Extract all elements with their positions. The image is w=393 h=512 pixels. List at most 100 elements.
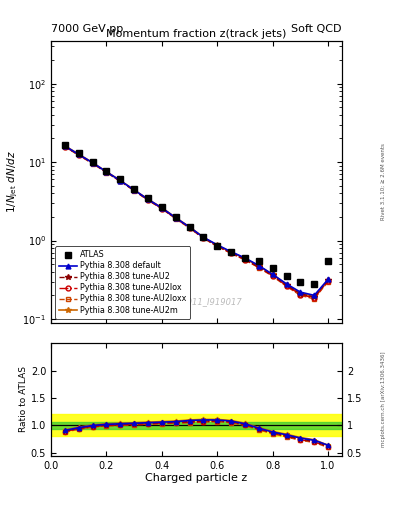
Pythia 8.308 default bbox=[90, 160, 95, 166]
Y-axis label: Ratio to ATLAS: Ratio to ATLAS bbox=[19, 367, 28, 432]
Text: Soft QCD: Soft QCD bbox=[292, 24, 342, 34]
Pythia 8.308 tune-AU2m bbox=[201, 234, 206, 240]
Pythia 8.308 tune-AU2 bbox=[90, 160, 95, 166]
Pythia 8.308 tune-AU2lox bbox=[62, 144, 67, 150]
Pythia 8.308 default bbox=[284, 281, 289, 287]
ATLAS bbox=[146, 195, 151, 201]
Pythia 8.308 tune-AU2m bbox=[76, 151, 81, 157]
Pythia 8.308 tune-AU2m bbox=[160, 205, 164, 211]
Pythia 8.308 default bbox=[215, 242, 220, 248]
Pythia 8.308 tune-AU2lox bbox=[160, 205, 164, 211]
Pythia 8.308 tune-AU2 bbox=[215, 243, 220, 249]
ATLAS bbox=[312, 281, 317, 287]
ATLAS bbox=[104, 167, 109, 174]
Pythia 8.308 tune-AU2lox bbox=[284, 283, 289, 289]
Pythia 8.308 default bbox=[270, 271, 275, 278]
Pythia 8.308 tune-AU2loxx bbox=[160, 206, 164, 212]
Legend: ATLAS, Pythia 8.308 default, Pythia 8.308 tune-AU2, Pythia 8.308 tune-AU2lox, Py: ATLAS, Pythia 8.308 default, Pythia 8.30… bbox=[55, 246, 191, 318]
Pythia 8.308 tune-AU2m bbox=[229, 249, 233, 255]
Pythia 8.308 tune-AU2 bbox=[62, 143, 67, 150]
Line: ATLAS: ATLAS bbox=[62, 142, 331, 287]
Pythia 8.308 tune-AU2loxx bbox=[104, 169, 109, 176]
Pythia 8.308 tune-AU2loxx bbox=[312, 296, 317, 302]
Pythia 8.308 default bbox=[312, 292, 317, 298]
Pythia 8.308 tune-AU2m bbox=[104, 168, 109, 175]
Line: Pythia 8.308 tune-AU2m: Pythia 8.308 tune-AU2m bbox=[62, 143, 331, 299]
Pythia 8.308 tune-AU2loxx bbox=[284, 283, 289, 289]
Line: Pythia 8.308 tune-AU2lox: Pythia 8.308 tune-AU2lox bbox=[62, 144, 331, 301]
Pythia 8.308 tune-AU2lox bbox=[118, 178, 123, 184]
Pythia 8.308 tune-AU2lox bbox=[132, 187, 136, 194]
Pythia 8.308 tune-AU2m bbox=[242, 255, 247, 262]
Pythia 8.308 default bbox=[160, 205, 164, 211]
Pythia 8.308 tune-AU2lox bbox=[298, 291, 303, 297]
ATLAS bbox=[284, 273, 289, 280]
ATLAS bbox=[187, 224, 192, 230]
Pythia 8.308 tune-AU2m bbox=[118, 178, 123, 184]
Pythia 8.308 tune-AU2 bbox=[160, 205, 164, 211]
Pythia 8.308 tune-AU2loxx bbox=[187, 225, 192, 231]
Pythia 8.308 tune-AU2lox bbox=[312, 295, 317, 301]
Pythia 8.308 default bbox=[229, 249, 233, 255]
Pythia 8.308 tune-AU2loxx bbox=[257, 265, 261, 271]
Pythia 8.308 tune-AU2m bbox=[298, 291, 303, 297]
Pythia 8.308 default bbox=[242, 255, 247, 261]
Pythia 8.308 default bbox=[187, 224, 192, 230]
Pythia 8.308 tune-AU2m bbox=[62, 143, 67, 149]
Pythia 8.308 default bbox=[298, 289, 303, 295]
Pythia 8.308 tune-AU2lox bbox=[257, 264, 261, 270]
Pythia 8.308 tune-AU2 bbox=[257, 264, 261, 270]
Pythia 8.308 tune-AU2 bbox=[201, 235, 206, 241]
Pythia 8.308 tune-AU2loxx bbox=[173, 216, 178, 222]
Pythia 8.308 tune-AU2 bbox=[229, 250, 233, 256]
ATLAS bbox=[270, 265, 275, 271]
Pythia 8.308 tune-AU2m bbox=[146, 196, 151, 202]
Pythia 8.308 tune-AU2m bbox=[284, 282, 289, 288]
Line: Pythia 8.308 tune-AU2: Pythia 8.308 tune-AU2 bbox=[62, 144, 331, 300]
Pythia 8.308 tune-AU2 bbox=[76, 152, 81, 158]
Title: Momentum fraction z(track jets): Momentum fraction z(track jets) bbox=[107, 29, 286, 39]
Pythia 8.308 default bbox=[326, 276, 331, 283]
Pythia 8.308 tune-AU2loxx bbox=[118, 178, 123, 184]
Pythia 8.308 tune-AU2 bbox=[284, 282, 289, 288]
Y-axis label: $1/N_{\rm jet}\ dN/dz$: $1/N_{\rm jet}\ dN/dz$ bbox=[5, 151, 20, 213]
Pythia 8.308 tune-AU2m bbox=[173, 215, 178, 221]
Pythia 8.308 default bbox=[132, 187, 136, 193]
Pythia 8.308 default bbox=[76, 152, 81, 158]
Pythia 8.308 tune-AU2lox bbox=[90, 160, 95, 166]
Pythia 8.308 tune-AU2loxx bbox=[270, 273, 275, 280]
Pythia 8.308 tune-AU2loxx bbox=[146, 197, 151, 203]
Pythia 8.308 tune-AU2loxx bbox=[326, 279, 331, 285]
Pythia 8.308 tune-AU2loxx bbox=[62, 144, 67, 150]
Pythia 8.308 default bbox=[173, 215, 178, 221]
Text: mcplots.cern.ch [arXiv:1306.3436]: mcplots.cern.ch [arXiv:1306.3436] bbox=[381, 352, 386, 447]
Bar bbox=[51, 422, 342, 429]
Pythia 8.308 tune-AU2lox bbox=[187, 225, 192, 231]
ATLAS bbox=[242, 255, 247, 261]
X-axis label: Charged particle z: Charged particle z bbox=[145, 473, 248, 483]
ATLAS bbox=[229, 249, 233, 255]
ATLAS bbox=[215, 243, 220, 249]
Pythia 8.308 tune-AU2lox bbox=[104, 169, 109, 176]
Pythia 8.308 tune-AU2lox bbox=[146, 197, 151, 203]
Text: Rivet 3.1.10; ≥ 2.6M events: Rivet 3.1.10; ≥ 2.6M events bbox=[381, 143, 386, 220]
Pythia 8.308 tune-AU2lox bbox=[76, 152, 81, 158]
Pythia 8.308 tune-AU2 bbox=[326, 278, 331, 284]
ATLAS bbox=[257, 258, 261, 264]
Pythia 8.308 tune-AU2lox bbox=[215, 243, 220, 249]
Pythia 8.308 tune-AU2 bbox=[118, 178, 123, 184]
Pythia 8.308 tune-AU2lox bbox=[326, 278, 331, 284]
Pythia 8.308 tune-AU2 bbox=[242, 256, 247, 262]
Pythia 8.308 tune-AU2m bbox=[312, 293, 317, 300]
ATLAS bbox=[298, 279, 303, 285]
Pythia 8.308 tune-AU2loxx bbox=[90, 161, 95, 167]
Line: Pythia 8.308 default: Pythia 8.308 default bbox=[62, 144, 331, 298]
ATLAS bbox=[201, 234, 206, 240]
Pythia 8.308 tune-AU2loxx bbox=[242, 257, 247, 263]
Pythia 8.308 tune-AU2 bbox=[104, 169, 109, 175]
Pythia 8.308 tune-AU2 bbox=[146, 197, 151, 203]
Pythia 8.308 tune-AU2m bbox=[257, 263, 261, 269]
Pythia 8.308 tune-AU2 bbox=[187, 224, 192, 230]
Line: Pythia 8.308 tune-AU2loxx: Pythia 8.308 tune-AU2loxx bbox=[62, 144, 331, 302]
Pythia 8.308 tune-AU2loxx bbox=[76, 152, 81, 158]
